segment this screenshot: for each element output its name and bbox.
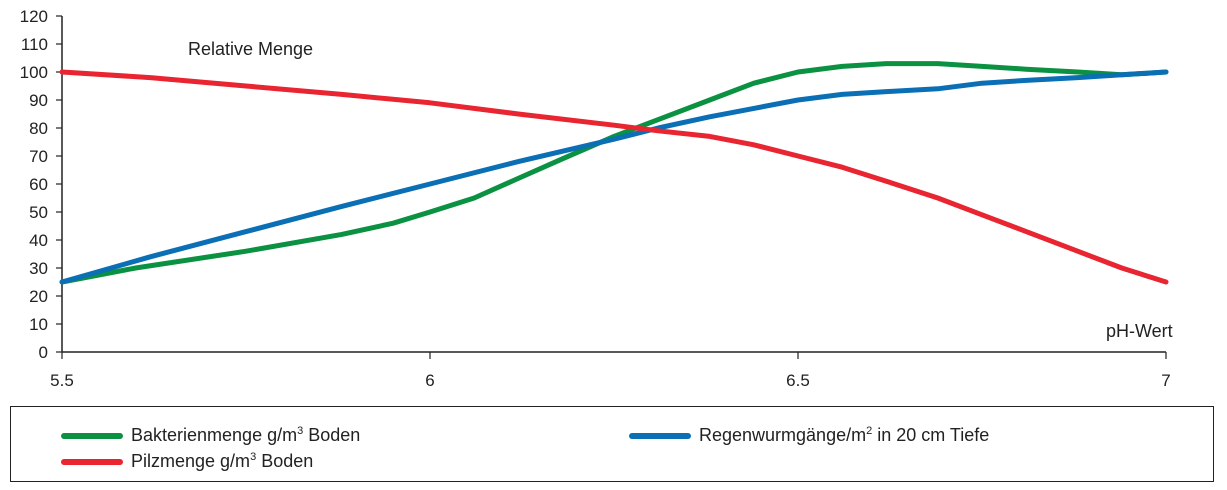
legend-swatch-bakterien <box>61 432 123 439</box>
y-tick-label: 30 <box>29 259 48 278</box>
legend-label-bakterien: Bakterienmenge g/m3 Boden <box>131 425 361 445</box>
y-tick-label: 60 <box>29 175 48 194</box>
y-tick-label: 80 <box>29 119 48 138</box>
legend-item-bakterien: Bakterienmenge g/m3 Boden <box>61 425 360 446</box>
series-line-bakterien <box>59 61 1169 285</box>
series-lines <box>59 61 1169 285</box>
y-tick-label: 40 <box>29 231 48 250</box>
y-tick-label: 100 <box>20 63 48 82</box>
legend: Bakterienmenge g/m3 Boden Regenwurmgänge… <box>10 406 1214 482</box>
legend-label-regenwurm: Regenwurmgänge/m2 in 20 cm Tiefe <box>699 425 990 445</box>
series-line-regenwurm <box>59 69 1169 285</box>
x-tick-label: 7 <box>1161 371 1170 390</box>
x-axis-label: pH-Wert <box>1106 321 1173 341</box>
line-chart: 0 10 20 30 40 50 60 70 80 90 100 110 120 5.5 6 6.5 7 Re… <box>20 7 1173 390</box>
chart-annotation: Relative Menge <box>188 39 313 59</box>
y-axis: 0 10 20 30 40 50 60 70 80 90 100 110 120 <box>20 7 63 362</box>
legend-label-pilz: Pilzmenge g/m3 Boden <box>131 451 314 471</box>
y-tick-label: 90 <box>29 91 48 110</box>
y-tick-label: 70 <box>29 147 48 166</box>
y-tick-label: 50 <box>29 203 48 222</box>
y-tick-label: 20 <box>29 287 48 306</box>
y-tick-label: 110 <box>21 35 48 54</box>
legend-item-pilz: Pilzmenge g/m3 Boden <box>61 451 313 472</box>
legend-item-regenwurm: Regenwurmgänge/m2 in 20 cm Tiefe <box>629 425 989 446</box>
legend-swatch-pilz <box>61 458 123 465</box>
x-tick-label: 5.5 <box>50 371 74 390</box>
legend-swatch-regenwurm <box>629 432 691 439</box>
x-axis: 5.5 6 6.5 7 <box>50 351 1171 390</box>
series-line-pilz <box>59 69 1169 285</box>
y-tick-label: 10 <box>29 315 48 334</box>
y-tick-label: 120 <box>20 7 48 26</box>
y-tick-label: 0 <box>39 343 48 362</box>
x-tick-label: 6 <box>425 371 434 390</box>
x-tick-label: 6.5 <box>786 371 810 390</box>
